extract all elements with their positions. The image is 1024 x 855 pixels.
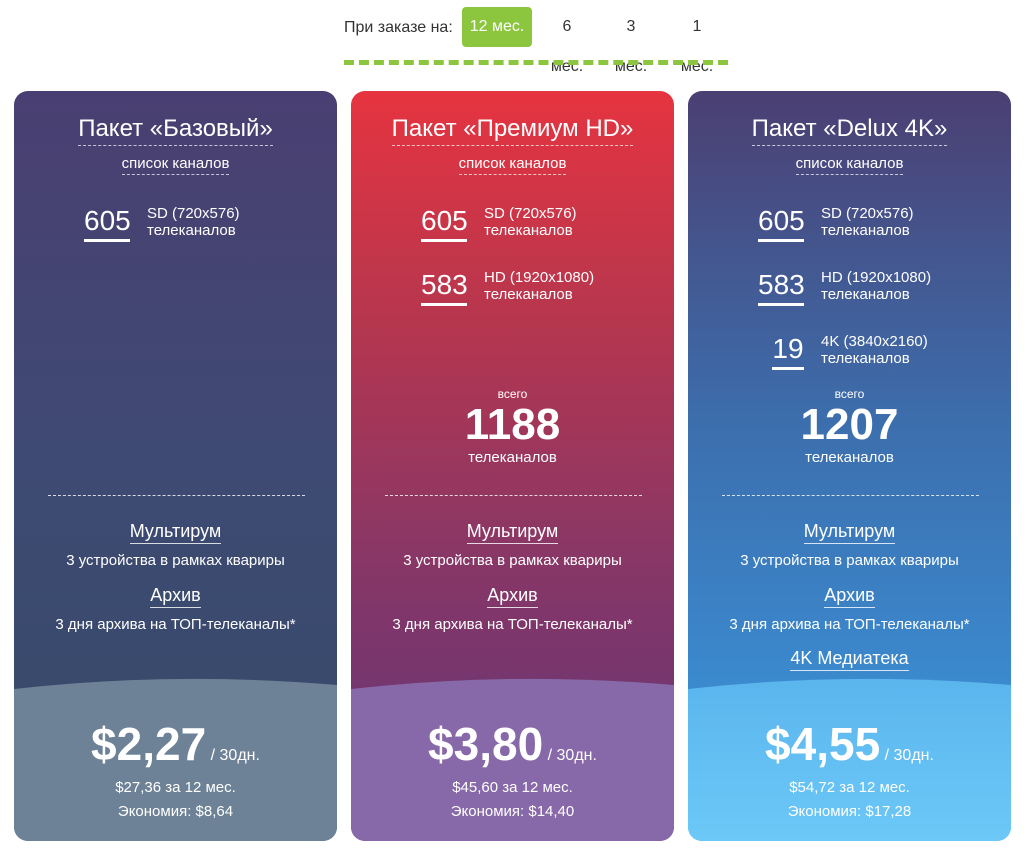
price-main: $3,80 / 30дн. [351, 717, 674, 771]
feature-archive-desc: 3 дня архива на ТОП-телеканалы* [55, 616, 296, 633]
total-unit: телеканалов [805, 449, 894, 466]
period-underline [344, 60, 728, 65]
total-channels: всего 1207 телеканалов [688, 387, 1011, 466]
price-main: $2,27 / 30дн. [14, 717, 337, 771]
stat-sd: 605 SD (720x576) телеканалов [758, 199, 978, 249]
feature-archive-desc: 3 дня архива на ТОП-телеканалы* [729, 616, 970, 633]
feature-archive[interactable]: Архив [688, 585, 1011, 608]
feature-archive[interactable]: Архив [351, 585, 674, 608]
divider [385, 495, 642, 496]
total-number: 1188 [464, 400, 561, 449]
period-option-1[interactable]: 1 мес. [680, 18, 714, 75]
total-caption: всего [834, 387, 865, 401]
stat-count: 605 [421, 205, 468, 242]
feature-multiroom[interactable]: Мультирум [351, 521, 674, 544]
total-unit: телеканалов [468, 449, 557, 466]
plan-title: Пакет «Delux 4K» [688, 115, 1011, 146]
stat-hd: 583 HD (1920x1080) телеканалов [758, 263, 978, 313]
stat-count: 583 [758, 269, 805, 306]
price-savings: Экономия: $17,28 [787, 803, 912, 820]
price-area: $4,55 / 30дн. $54,72 за 12 мес. Экономия… [688, 678, 1011, 841]
stat-description: SD (720x576) телеканалов [147, 205, 240, 239]
price-savings: Экономия: $14,40 [450, 803, 575, 820]
stat-count: 583 [421, 269, 468, 306]
stat-description: SD (720x576) телеканалов [484, 205, 577, 239]
feature-multiroom-desc: 3 устройства в рамках квариры [66, 552, 285, 569]
price-savings: Экономия: $8,64 [117, 803, 234, 820]
feature-multiroom-desc: 3 устройства в рамках квариры [403, 552, 622, 569]
stat-hd: 583 HD (1920x1080) телеканалов [421, 263, 641, 313]
price-total: $54,72 за 12 мес. [789, 779, 910, 796]
price-value: $4,55 [765, 718, 881, 770]
total-caption: всего [497, 387, 528, 401]
feature-multiroom-desc: 3 устройства в рамках квариры [740, 552, 959, 569]
feature-multiroom[interactable]: Мультирум [688, 521, 1011, 544]
stat-description: HD (1920x1080) телеканалов [484, 269, 595, 303]
price-value: $3,80 [428, 718, 544, 770]
total-channels: всего 1188 телеканалов [351, 387, 674, 466]
total-number: 1207 [800, 400, 899, 449]
price-background [688, 678, 1011, 841]
price-period: / 30дн. [884, 747, 934, 764]
price-period: / 30дн. [547, 747, 597, 764]
price-total: $45,60 за 12 мес. [452, 779, 573, 796]
plan-title: Пакет «Базовый» [14, 115, 337, 146]
divider [722, 495, 979, 496]
feature-archive-desc: 3 дня архива на ТОП-телеканалы* [392, 616, 633, 633]
plan-card-premium: Пакет «Премиум HD» список каналов 605 SD… [351, 91, 674, 841]
stat-description: 4K (3840x2160) телеканалов [821, 333, 928, 367]
price-background [14, 678, 337, 841]
stat-description: SD (720x576) телеканалов [821, 205, 914, 239]
stat-count: 605 [758, 205, 805, 242]
price-area: $2,27 / 30дн. $27,36 за 12 мес. Экономия… [14, 678, 337, 841]
stat-count: 19 [772, 333, 804, 370]
feature-multiroom[interactable]: Мультирум [14, 521, 337, 544]
stat-sd: 605 SD (720x576) телеканалов [421, 199, 641, 249]
price-area: $3,80 / 30дн. $45,60 за 12 мес. Экономия… [351, 678, 674, 841]
period-label: При заказе на: [344, 19, 453, 36]
price-background [351, 678, 674, 841]
channel-list-link[interactable]: список каналов [688, 155, 1011, 175]
price-total: $27,36 за 12 мес. [115, 779, 236, 796]
plan-card-delux: Пакет «Delux 4K» список каналов 605 SD (… [688, 91, 1011, 841]
stat-description: HD (1920x1080) телеканалов [821, 269, 932, 303]
period-option-3[interactable]: 3 мес. [614, 18, 648, 75]
price-period: / 30дн. [210, 747, 260, 764]
feature-4k-mediateka[interactable]: 4K Медиатека [688, 648, 1011, 671]
plan-title: Пакет «Премиум HD» [351, 115, 674, 146]
stat-4k: 19 4K (3840x2160) телеканалов [772, 327, 982, 377]
plan-card-basic: Пакет «Базовый» список каналов 605 SD (7… [14, 91, 337, 841]
period-option-6[interactable]: 6 мес. [550, 18, 584, 75]
period-option-12[interactable]: 12 мес. [462, 7, 532, 47]
stat-sd: 605 SD (720x576) телеканалов [84, 199, 284, 249]
price-main: $4,55 / 30дн. [688, 717, 1011, 771]
channel-list-link[interactable]: список каналов [351, 155, 674, 175]
price-value: $2,27 [91, 718, 207, 770]
divider [48, 495, 305, 496]
stat-count: 605 [84, 205, 131, 242]
channel-list-link[interactable]: список каналов [14, 155, 337, 175]
feature-archive[interactable]: Архив [14, 585, 337, 608]
period-selector: При заказе на: 12 мес. 6 мес. 3 мес. 1 м… [0, 0, 1024, 75]
